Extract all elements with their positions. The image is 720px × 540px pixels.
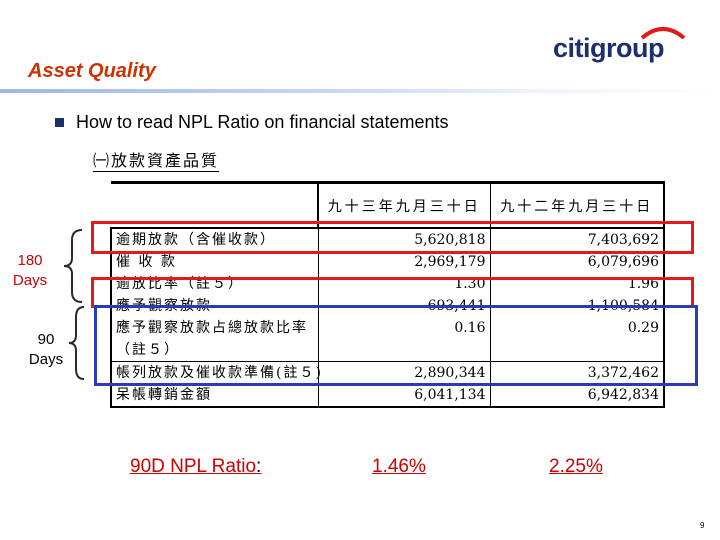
header-blank [111,181,318,229]
citigroup-logo: citigroup [553,26,665,63]
highlight-box-npl-ratio [91,277,694,308]
row-value-2004: 5,620,818 [317,228,491,251]
row-value-2003: 6,079,696 [490,251,665,273]
table-row: （註５） [110,339,665,362]
label-90-unit: Days [28,351,64,368]
row-value-2003: 7,403,692 [490,228,665,251]
brace-90-days-icon [68,306,85,380]
logo-wordmark: citigroup [553,33,665,63]
row-label: （註５） [110,339,318,362]
row-label: 催 收 款 [110,251,318,273]
column-header-2003: 九十二年九月三十日 [490,181,665,229]
ratio-label: 90D NPL Ratio: [130,456,261,478]
ratio-value-2004: 1.46% [372,456,426,477]
row-value-2004: 0.16 [317,317,491,339]
row-label: 逾期放款（含催收款） [110,228,318,251]
row-value-2004 [317,339,491,362]
bullet-square-icon [55,118,64,127]
highlight-box-watch-loans [94,305,698,386]
bullet-text: How to read NPL Ratio on financial state… [76,112,449,132]
row-value-2003 [490,339,665,362]
logo-umbrella-arc-icon [640,27,686,40]
ratio-label-text: 90D NPL Ratio [130,456,257,477]
label-90-days: 90 Days [20,330,72,370]
label-180-number: 180 [17,252,43,269]
row-label: 應予觀察放款占總放款比率 [110,317,318,339]
table-row: 催 收 款 2,969,179 6,079,696 [110,251,665,273]
label-180-unit: Days [12,272,48,289]
statement-subheading: ㈠放款資產品質 [93,147,220,172]
row-label: 呆帳轉銷金額 [110,384,318,408]
table-row: 逾期放款（含催收款） 5,620,818 7,403,692 [110,228,665,251]
row-value-2004: 2,969,179 [317,251,491,273]
ratio-label-colon: : [256,456,262,477]
brace-180-days-icon [63,229,83,303]
slide-title: Asset Quality [28,60,156,82]
row-value-2004: 6,041,134 [317,384,491,408]
row-value-2003: 0.29 [490,317,665,339]
column-header-2004: 九十三年九月三十日 [317,181,491,229]
label-90-number: 90 [37,331,55,348]
table-row: 應予觀察放款占總放款比率 0.16 0.29 [110,317,665,339]
highlight-box-overdue-loans [91,221,694,254]
table-row: 帳列放款及催收款準備(註５) 2,890,344 3,372,462 [110,361,665,384]
ratio-value-2003: 2.25% [549,456,603,477]
title-underline-rule [0,89,720,93]
table-row: 呆帳轉銷金額 6,041,134 6,942,834 [110,384,665,408]
page-number: 9 [700,521,705,530]
row-value-2003: 6,942,834 [490,384,665,408]
row-label: 帳列放款及催收款準備(註５) [110,361,321,384]
row-value-2004: 2,890,344 [317,361,491,384]
row-value-2003: 3,372,462 [490,361,665,384]
table-header-row: 九十三年九月三十日 九十二年九月三十日 [111,181,665,229]
label-180-days: 180 Days [8,251,52,291]
